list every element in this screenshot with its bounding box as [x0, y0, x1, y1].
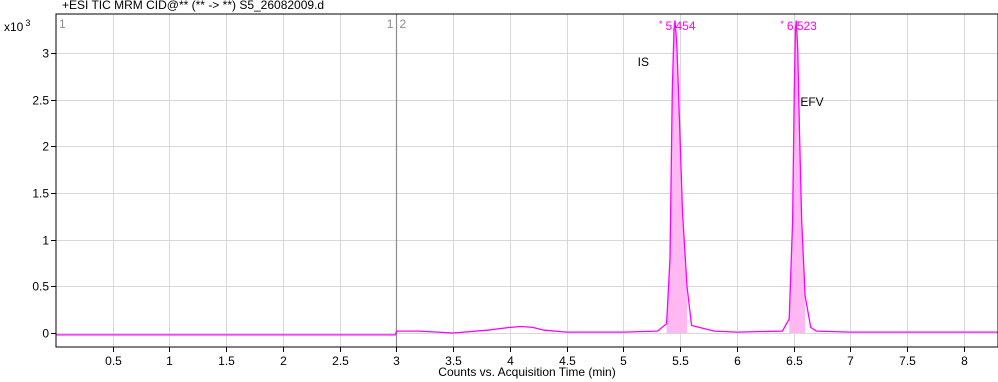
x-tick-label: 7 — [847, 354, 854, 368]
peak-area-fill — [789, 20, 806, 333]
x-tick-label: 3.5 — [445, 354, 462, 368]
x-tick-label: 6 — [734, 354, 741, 368]
peak-rt-value: 5.454 — [666, 19, 696, 33]
x-tick-label: 5 — [620, 354, 627, 368]
peak-rt-label: * 5.454 — [659, 19, 696, 33]
chart-title: +ESI TIC MRM CID@** (** -> **) S5_260820… — [62, 0, 324, 12]
x-tick-label: 2 — [280, 354, 287, 368]
series-line-layer — [56, 20, 998, 336]
x-tick-label: 2.5 — [332, 354, 349, 368]
segment-label: 1 — [387, 17, 394, 31]
x-tick-label: 3 — [393, 354, 400, 368]
peak-marker: * — [659, 19, 663, 29]
segment-label: 1 — [59, 17, 66, 31]
x-axis-label: Counts vs. Acquisition Time (min) — [438, 365, 615, 379]
series-line — [56, 20, 998, 336]
y-tick-label: 3 — [42, 47, 49, 61]
x-tick-label: 6.5 — [786, 354, 803, 368]
y-tick-label: 0 — [42, 327, 49, 341]
x-tick-label: 7.5 — [899, 354, 916, 368]
x-tick-label: 5.5 — [672, 354, 689, 368]
peak-area-fill — [666, 20, 687, 333]
y-tick-label: 2.5 — [32, 94, 49, 108]
compound-label: IS — [638, 55, 649, 69]
x-tick-label: 1.5 — [218, 354, 235, 368]
y-tick-label: 2 — [42, 140, 49, 154]
peak-rt-label: * 6.523 — [780, 19, 817, 33]
y-multiplier-exponent: 3 — [25, 18, 30, 28]
x-tick-label: 4.5 — [559, 354, 576, 368]
peak-fill-layer — [666, 20, 806, 333]
y-multiplier-base: x10 — [4, 20, 24, 34]
axis-layer: 0.5 1 1.5 2 2.5 3 3.5 4 4.5 5 5.5 6 6.5 7 7.5 8 0 0.5 1 1.5… — [32, 47, 968, 369]
x-tick-label: 4 — [507, 354, 514, 368]
peak-rt-value: 6.523 — [787, 19, 817, 33]
y-tick-label: 1 — [42, 234, 49, 248]
x-tick-label: 1 — [166, 354, 173, 368]
segment-label: 2 — [399, 17, 406, 31]
y-multiplier: x10 3 — [4, 18, 30, 34]
y-tick-label: 1.5 — [32, 187, 49, 201]
x-tick-label: 8 — [961, 354, 968, 368]
compound-label: EFV — [800, 95, 823, 109]
x-tick-label: 0.5 — [105, 354, 122, 368]
peak-marker: * — [780, 19, 784, 29]
y-tick-label: 0.5 — [32, 280, 49, 294]
